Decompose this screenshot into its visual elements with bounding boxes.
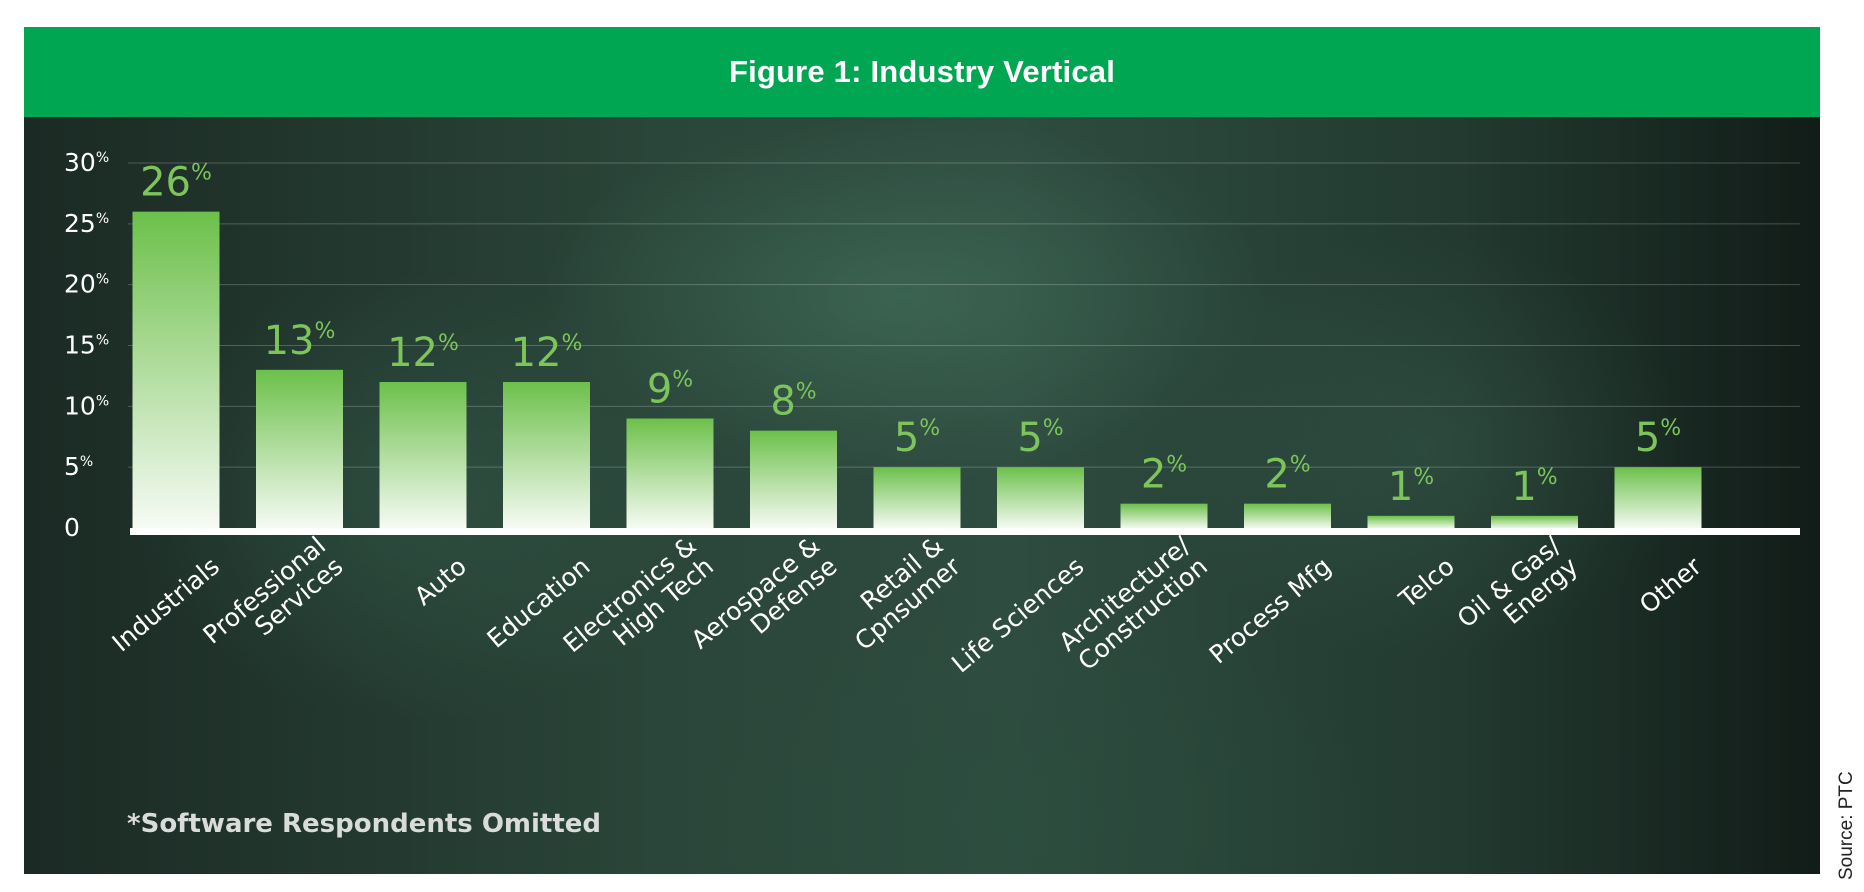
y-tick-label: 25%: [64, 209, 109, 238]
bar: [1367, 515, 1455, 529]
bar-value-label: 1%: [1388, 464, 1434, 510]
category-label-line: Industrials: [107, 552, 225, 658]
bar-value-label: 1%: [1511, 464, 1557, 510]
category-label: Telco: [1393, 552, 1460, 615]
bar-value-label: 5%: [1635, 415, 1681, 461]
y-tick-label: 5%: [64, 452, 93, 481]
bar-value-label: 26%: [140, 160, 212, 206]
bar-value-label: 2%: [1264, 452, 1310, 498]
category-label-line: Process Mfg: [1204, 552, 1337, 670]
bar-value-label: 12%: [387, 330, 459, 376]
gridlines: [128, 162, 1800, 468]
y-tick-label: 10%: [64, 391, 109, 420]
bar: [626, 418, 714, 529]
y-tick-label: 15%: [64, 331, 109, 360]
bars: [132, 211, 1702, 529]
category-label: Architecture/Construction: [1053, 530, 1213, 676]
category-label-line: Telco: [1393, 552, 1460, 615]
bar: [1614, 467, 1702, 529]
bar-value-label: 8%: [770, 379, 816, 425]
title-bar: Figure 1: Industry Vertical: [24, 27, 1820, 117]
category-label: Aerospace &Defense: [686, 531, 843, 655]
value-labels: 26% 13% 12% 12% 9% 8% 5% 5% 2% 2% 1% 1% 5%: [140, 160, 1681, 510]
source-credit: Source: PTC: [1836, 771, 1857, 880]
figure: Figure 1: Industry Vertical 0 5% 10% 15% 20%…: [24, 27, 1820, 874]
category-label: Auto: [409, 552, 472, 612]
category-label: Other: [1634, 551, 1708, 619]
y-axis-ticks: 0 5% 10% 15% 20% 25% 30%: [64, 148, 109, 542]
chart-title: Figure 1: Industry Vertical: [728, 54, 1116, 89]
y-tick-label: 30%: [64, 148, 109, 177]
bar: [379, 382, 467, 529]
y-tick-label: 0: [64, 513, 80, 542]
x-axis-line: [130, 528, 1800, 535]
footnote: *Software Respondents Omitted: [127, 809, 602, 839]
bar: [503, 382, 590, 529]
bar: [873, 467, 961, 529]
x-axis-baseline: [130, 528, 1800, 535]
category-label: Industrials: [107, 552, 225, 658]
bar-chart: 05%10%15%20%25%30% 26%13% 12% 12%9% 8%5% 5%2…: [64, 148, 1800, 679]
category-label: Life Sciences: [946, 552, 1089, 679]
category-label: Oil & Gas/Energy: [1452, 530, 1584, 633]
bar-value-label: 13%: [264, 318, 336, 364]
bar: [750, 430, 837, 529]
bar: [132, 211, 220, 529]
bar-value-label: 12%: [511, 330, 583, 376]
category-label-line: Life Sciences: [946, 552, 1089, 679]
category-label: Retail &Cpnsumer: [849, 531, 966, 656]
bar: [256, 369, 343, 529]
bar: [1491, 515, 1578, 529]
bar-value-label: 5%: [894, 415, 940, 461]
bar-value-label: 5%: [1017, 415, 1063, 461]
category-label-line: Other: [1634, 551, 1708, 619]
bar-value-label: 9%: [647, 367, 693, 413]
bar: [1244, 503, 1331, 529]
y-tick-label: 20%: [64, 270, 109, 299]
bar: [997, 467, 1084, 529]
category-label: Process Mfg: [1204, 552, 1337, 670]
category-label-line: Auto: [409, 552, 472, 612]
category-label: Electronics &High Tech: [558, 531, 719, 658]
bar-value-label: 2%: [1141, 452, 1187, 498]
bar: [1120, 503, 1208, 529]
